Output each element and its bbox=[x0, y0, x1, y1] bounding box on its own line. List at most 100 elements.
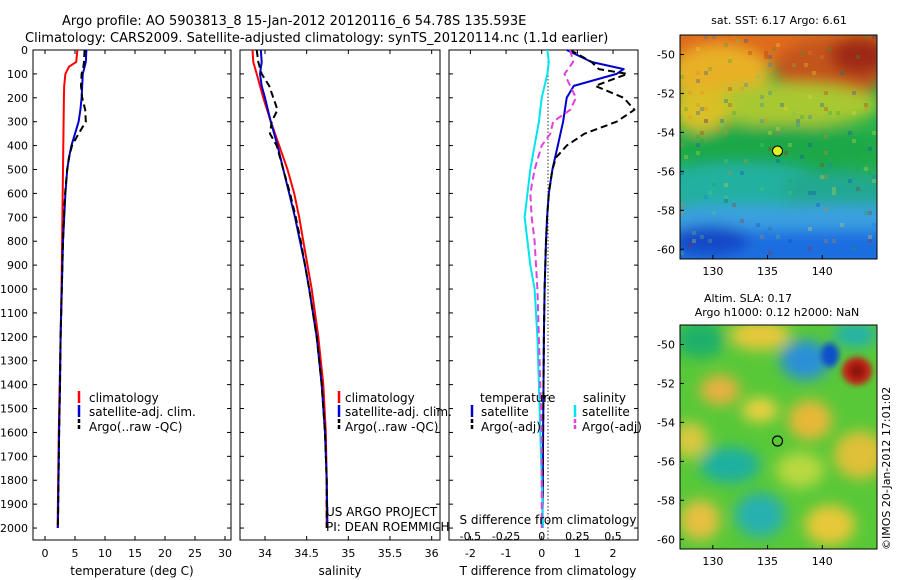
sla-map-frame bbox=[679, 324, 878, 550]
map-x-tick-label: 140 bbox=[812, 555, 833, 568]
sst-pixel bbox=[684, 107, 688, 111]
depth-tick-label: 1400 bbox=[0, 379, 28, 392]
sst-pixel bbox=[744, 251, 748, 255]
sst-pixel bbox=[852, 139, 856, 143]
sst-pixel bbox=[856, 151, 860, 155]
sst-pixel bbox=[824, 239, 828, 243]
x-tick-label: 15 bbox=[128, 547, 142, 560]
series-line-t-satellite bbox=[541, 49, 625, 529]
series-line-argo-raw-qc bbox=[56, 49, 87, 529]
temperature-axis-label: temperature (deg C) bbox=[70, 564, 193, 578]
sst-pixel bbox=[832, 191, 836, 195]
temperature-panel-frame bbox=[32, 49, 232, 541]
sst-pixel bbox=[680, 171, 684, 175]
sst-pixel bbox=[724, 99, 728, 103]
project-credit-line1: US ARGO PROJECT bbox=[326, 505, 438, 519]
sst-pixel bbox=[728, 171, 732, 175]
x-tick-label: 36 bbox=[425, 547, 439, 560]
sst-pixel bbox=[788, 179, 792, 183]
x-tick-label: 2 bbox=[610, 547, 617, 560]
sst-pixel bbox=[800, 155, 804, 159]
sst-pixel bbox=[708, 191, 712, 195]
map-x-tick-label: 130 bbox=[702, 555, 723, 568]
sst-pixel bbox=[720, 119, 724, 123]
sst-pixel bbox=[776, 83, 780, 87]
sst-pixel bbox=[688, 243, 692, 247]
sst-pixel bbox=[872, 175, 876, 179]
x-tick-label: 0.5 bbox=[604, 530, 622, 543]
depth-tick-label: 1600 bbox=[0, 426, 28, 439]
sst-pixel bbox=[808, 143, 812, 147]
sst-pixel bbox=[788, 239, 792, 243]
salinity-axis: 34 34.5 35 35.5 36 bbox=[258, 50, 439, 560]
sst-pixel bbox=[828, 163, 832, 167]
sst-pixel bbox=[788, 143, 792, 147]
sst-pixel bbox=[820, 103, 824, 107]
sst-pixel bbox=[704, 119, 708, 123]
imos-timestamp: ©IMOS 20-Jan-2012 17:01:02 bbox=[880, 387, 893, 550]
sst-pixel bbox=[768, 131, 772, 135]
x-tick-label: 25 bbox=[188, 547, 202, 560]
sst-pixel bbox=[692, 239, 696, 243]
depth-tick-label: 1900 bbox=[0, 498, 28, 511]
sst-pixel bbox=[680, 143, 684, 147]
x-tick-label: 1 bbox=[574, 547, 581, 560]
sst-pixel bbox=[696, 143, 700, 147]
sst-map-title: sat. SST: 6.17 Argo: 6.61 bbox=[711, 14, 847, 27]
sst-pixel bbox=[728, 59, 732, 63]
depth-tick-label: 1300 bbox=[0, 355, 28, 368]
depth-tick-label: 1100 bbox=[0, 307, 28, 320]
sst-pixel bbox=[840, 223, 844, 227]
series-line-satellite-adj-clim bbox=[56, 49, 88, 529]
sst-pixel bbox=[696, 71, 700, 75]
x-tick-label: 20 bbox=[158, 547, 172, 560]
sst-pixel bbox=[772, 47, 776, 51]
sst-pixel bbox=[708, 67, 712, 71]
sst-pixel bbox=[768, 63, 772, 67]
sst-pixel bbox=[728, 87, 732, 91]
sst-pixel bbox=[808, 191, 812, 195]
difference-axis: -2 -1 0 1 2 -0.5 -0.25 0 0.25 0.5 bbox=[460, 50, 622, 560]
depth-tick-label: 1800 bbox=[0, 474, 28, 487]
sst-pixel bbox=[868, 235, 872, 239]
depth-tick-label: 300 bbox=[7, 116, 28, 129]
sst-pixel bbox=[852, 91, 856, 95]
sst-pixel bbox=[848, 179, 852, 183]
sst-pixel bbox=[868, 211, 872, 215]
depth-tick-label: 900 bbox=[7, 259, 28, 272]
sst-pixel bbox=[740, 87, 744, 91]
sst-pixel bbox=[768, 91, 772, 95]
legend-satellite-label: satellite-adj. clim. bbox=[89, 405, 196, 419]
series-line-s-satellite bbox=[523, 49, 550, 529]
sst-pixel bbox=[868, 171, 872, 175]
sst-pixel bbox=[764, 119, 768, 123]
x-tick-label: 30 bbox=[218, 547, 232, 560]
sst-pixel bbox=[824, 175, 828, 179]
sst-pixel bbox=[724, 43, 728, 47]
depth-tick-label: 200 bbox=[7, 92, 28, 105]
sst-pixel bbox=[852, 111, 856, 115]
sst-pixel bbox=[724, 183, 728, 187]
sst-pixel bbox=[776, 43, 780, 47]
sst-pixel bbox=[764, 51, 768, 55]
depth-tick-label: 500 bbox=[7, 164, 28, 177]
sst-pixel bbox=[728, 103, 732, 107]
x-tick-label: 34.5 bbox=[294, 547, 319, 560]
map-y-tick-label: -52 bbox=[657, 87, 675, 100]
legend-satellite-label: satellite-adj. clim. bbox=[345, 405, 452, 419]
sla-heatmap bbox=[680, 325, 877, 549]
x-tick-label: 35 bbox=[341, 547, 355, 560]
figure-title-line2: Climatology: CARS2009. Satellite-adjuste… bbox=[25, 31, 608, 46]
sst-pixel bbox=[692, 231, 696, 235]
map-y-tick-label: -60 bbox=[657, 243, 675, 256]
sst-pixel bbox=[744, 39, 748, 43]
depth-tick-label: 800 bbox=[7, 235, 28, 248]
sst-pixel bbox=[808, 95, 812, 99]
sst-pixel bbox=[800, 51, 804, 55]
project-credit-line2: PI: DEAN ROEMMICH bbox=[326, 520, 449, 534]
map-x-tick-label: 135 bbox=[757, 265, 778, 278]
difference-series bbox=[523, 49, 636, 529]
depth-axis: 0 100 200 300 400 500 600 700 800 900 1000 1100 1200… bbox=[0, 44, 638, 535]
sst-pixel bbox=[680, 251, 684, 255]
sst-pixel bbox=[840, 71, 844, 75]
